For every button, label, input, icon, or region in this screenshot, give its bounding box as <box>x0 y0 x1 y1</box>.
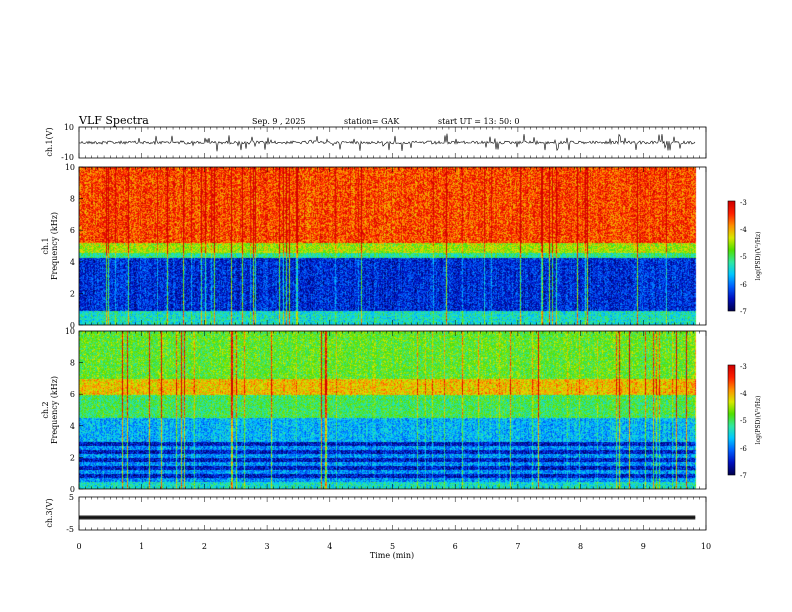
spectrogram-ch1-panel: 10 8 6 4 2 0 ch.1 Frequency (kHz) -3 -4 -5 -6… <box>41 163 762 330</box>
spectrogram-ch2-yticks: 10 8 6 4 2 0 <box>65 327 83 494</box>
xtick-label-9: 9 <box>641 542 646 551</box>
start-time-label: start UT = 13: 50: 0 <box>438 117 519 126</box>
colorbar-ch1-image <box>728 201 735 311</box>
spectrogram-ch2-ytick-label-3: 4 <box>70 422 75 431</box>
cbar1-tick-1: -4 <box>740 226 747 234</box>
time-axis-labels: 0 1 2 3 4 5 6 7 8 9 10 <box>76 542 711 551</box>
ch1-wave-ytick-bottom: -10 <box>61 153 74 162</box>
colorbar-ch2-label: log(PSD)(V²/Hz) <box>755 396 762 445</box>
cbar2-tick-1: -4 <box>740 390 747 398</box>
waveform-ch3-band <box>79 515 696 520</box>
colorbar-ch1-label: log(PSD)(V²/Hz) <box>755 232 762 281</box>
xtick-label-7: 7 <box>515 542 520 551</box>
time-axis-ticks <box>78 127 707 530</box>
xtick-label-2: 2 <box>202 542 207 551</box>
ch1-spec-ylabel-line2: Frequency (kHz) <box>50 212 59 280</box>
xtick-label-3: 3 <box>265 542 270 551</box>
spectrogram-ch1-ytick-label-4: 2 <box>70 289 75 298</box>
cbar2-tick-3: -6 <box>740 445 747 453</box>
cbar1-tick-4: -7 <box>740 308 747 316</box>
spectrogram-ch2-ytick-label-0: 10 <box>65 327 75 336</box>
colorbar-ch2-frame <box>727 364 736 476</box>
ch2-spec-ylabel-line1: ch.2 <box>41 401 50 418</box>
cbar2-tick-2: -5 <box>740 417 747 425</box>
colorbar-ch2-image <box>728 365 735 475</box>
spectrogram-ch1-ytick-label-3: 4 <box>70 258 75 267</box>
spectrogram-ch1-ytick-label-5: 0 <box>70 321 75 330</box>
spectrogram-ch2-panel: 10 8 6 4 2 0 ch.2 Frequency (kHz) -3 -4 -5 -6… <box>41 327 762 494</box>
cbar1-tick-0: -3 <box>740 199 747 207</box>
spectrogram-ch2-image <box>79 331 706 489</box>
spectrogram-ch2-ytick-label-2: 6 <box>70 390 75 399</box>
ch1-wave-ylabel: ch.1(V) <box>45 127 54 156</box>
ch3-wave-ytick-bottom: -5 <box>66 525 74 534</box>
waveform-ch3-panel: 5 -5 ch.3(V) <box>45 493 707 534</box>
cbar2-tick-0: -3 <box>740 363 747 371</box>
xtick-label-6: 6 <box>453 542 458 551</box>
date-label: Sep. 9 , 2025 <box>252 117 306 126</box>
xtick-label-10: 10 <box>701 542 711 551</box>
xtick-label-1: 1 <box>139 542 144 551</box>
spectrogram-ch1-image <box>79 167 706 325</box>
xtick-label-0: 0 <box>76 542 81 551</box>
figure-title: VLF Spectra <box>78 114 149 127</box>
ch1-wave-ytick-top: 10 <box>64 123 74 132</box>
xtick-label-8: 8 <box>578 542 583 551</box>
cbar1-tick-3: -6 <box>740 281 747 289</box>
ch1-spec-ylabel-line1: ch.1 <box>41 237 50 254</box>
ch3-wave-ylabel: ch.3(V) <box>45 498 54 527</box>
spectrogram-ch2-ytick-label-4: 2 <box>70 453 75 462</box>
cbar2-tick-4: -7 <box>740 472 747 480</box>
spectrogram-ch2-ytick-label-1: 8 <box>70 359 75 368</box>
ch3-wave-ytick-top: 5 <box>69 493 74 502</box>
spectrogram-ch1-ytick-label-2: 6 <box>70 226 75 235</box>
cbar1-tick-2: -5 <box>740 253 747 261</box>
colorbar-ch1-frame <box>727 200 736 312</box>
spectrogram-ch1-ytick-label-0: 10 <box>65 163 75 172</box>
time-axis-label: Time (min) <box>370 551 414 560</box>
waveform-ch1-line <box>78 133 696 152</box>
xtick-label-4: 4 <box>327 542 332 551</box>
ch2-spec-ylabel-line2: Frequency (kHz) <box>50 376 59 444</box>
station-label: station= GAK <box>344 117 400 126</box>
spectrogram-ch2-ytick-label-5: 0 <box>70 485 75 494</box>
xtick-label-5: 5 <box>390 542 395 551</box>
waveform-ch1-panel: 10 -10 ch.1(V) <box>45 123 707 162</box>
spectrogram-ch1-yticks: 10 8 6 4 2 0 <box>65 163 83 330</box>
spectrogram-ch1-ytick-label-1: 8 <box>70 195 75 204</box>
